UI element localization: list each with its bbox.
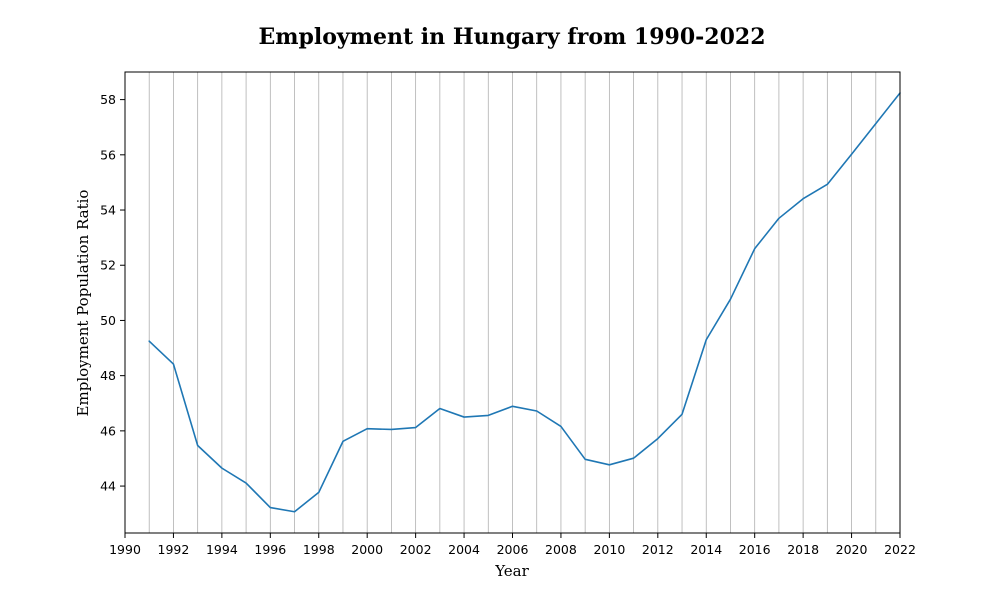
series-line-0 bbox=[148, 92, 901, 513]
series-layer bbox=[148, 92, 901, 513]
x-tick-label: 2004 bbox=[448, 542, 480, 557]
x-tick-label: 2006 bbox=[497, 542, 529, 557]
x-tick-label: 2010 bbox=[593, 542, 625, 557]
y-tick-label: 50 bbox=[100, 313, 116, 328]
x-tick-label: 2008 bbox=[545, 542, 577, 557]
y-axis-ticks: 44 46 48 50 52 54 56 58 bbox=[100, 92, 125, 494]
x-tick-label: 2002 bbox=[400, 542, 432, 557]
x-tick-label: 1996 bbox=[254, 542, 286, 557]
x-tick-label: 2018 bbox=[787, 542, 819, 557]
grid-lines bbox=[124, 72, 901, 533]
x-tick-label: 2014 bbox=[690, 542, 722, 557]
y-axis-label: Employment Population Ratio bbox=[74, 190, 92, 417]
y-tick-label: 54 bbox=[100, 203, 116, 218]
y-tick-label: 44 bbox=[100, 479, 116, 494]
y-tick-label: 52 bbox=[100, 258, 116, 273]
x-tick-label: 1994 bbox=[206, 542, 238, 557]
x-tick-label: 2016 bbox=[739, 542, 771, 557]
x-tick-label: 2000 bbox=[351, 542, 383, 557]
y-tick-label: 56 bbox=[100, 147, 116, 162]
y-tick-label: 58 bbox=[100, 92, 116, 107]
chart-title: Employment in Hungary from 1990-2022 bbox=[258, 24, 765, 50]
x-tick-label: 1992 bbox=[158, 542, 190, 557]
x-tick-label: 2012 bbox=[642, 542, 674, 557]
x-tick-label: 1990 bbox=[109, 542, 141, 557]
x-tick-label: 2022 bbox=[884, 542, 916, 557]
y-tick-label: 46 bbox=[100, 423, 116, 438]
y-tick-label: 48 bbox=[100, 368, 116, 383]
x-tick-label: 1998 bbox=[303, 542, 335, 557]
x-tick-label: 2020 bbox=[836, 542, 868, 557]
x-axis-label: Year bbox=[494, 562, 529, 580]
x-axis-ticks: 1990 1992 1994 1996 1998 2000 2002 2004 2006 2008… bbox=[109, 533, 916, 557]
